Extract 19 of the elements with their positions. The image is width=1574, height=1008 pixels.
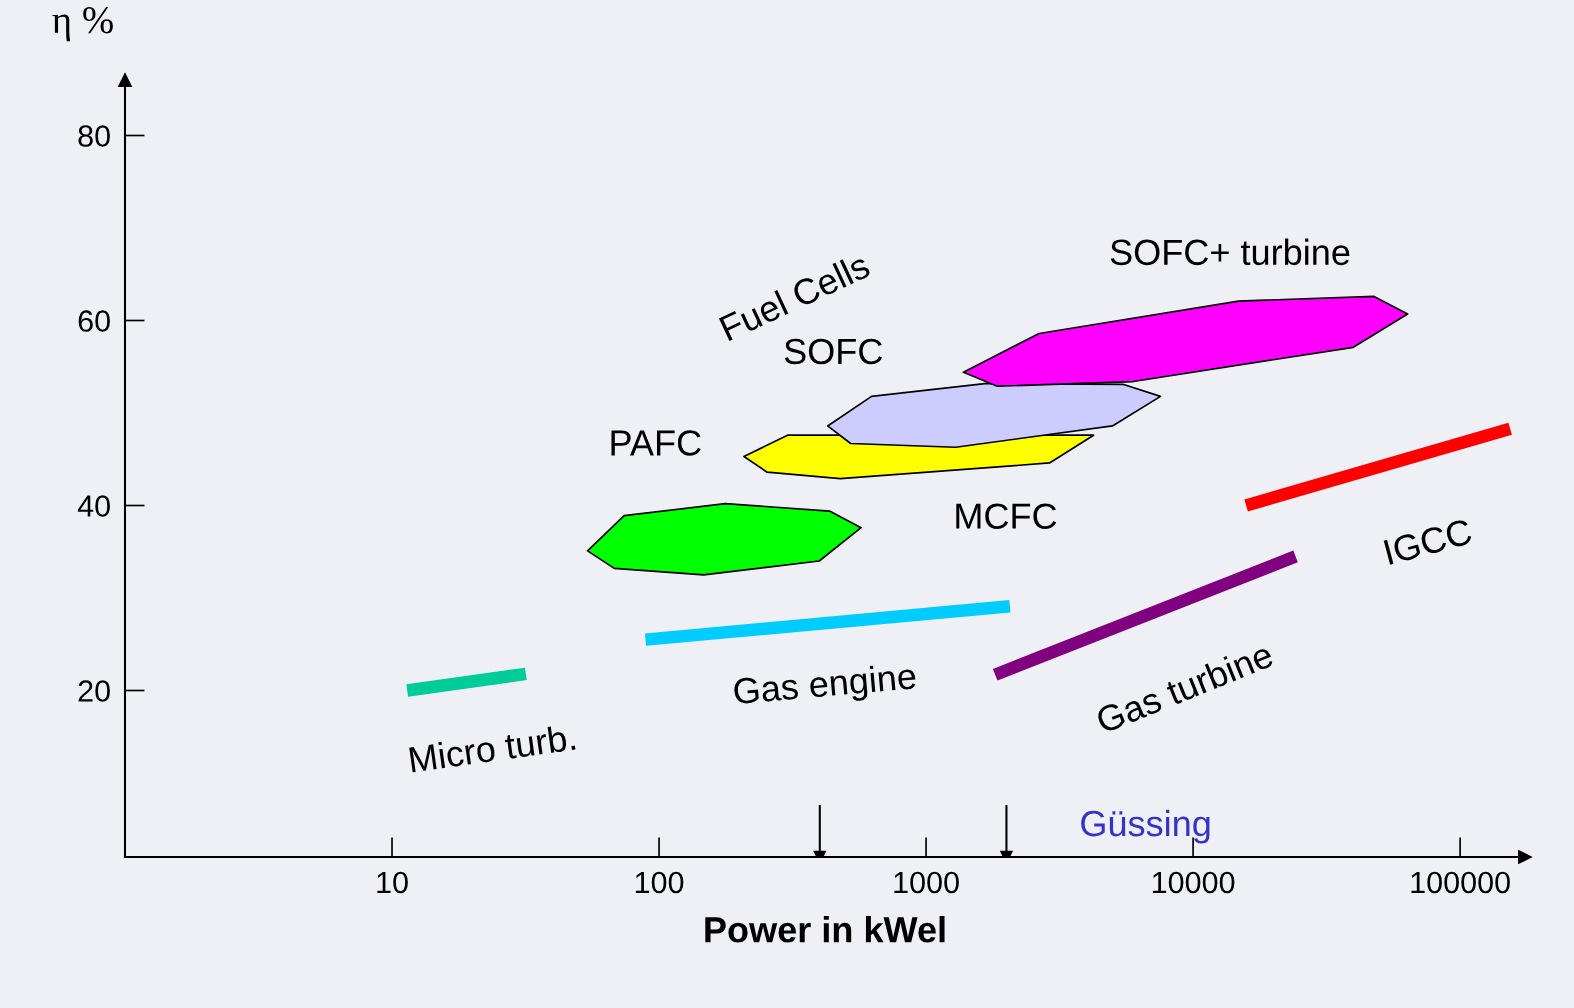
x-tick-label: 1000 bbox=[894, 871, 959, 894]
x-tick-label: 10000 bbox=[1152, 871, 1235, 894]
x-axis-title: Power in kWel bbox=[705, 916, 945, 943]
series-label: SOFC+ turbine bbox=[1110, 238, 1350, 266]
series-label: Gas engine bbox=[733, 662, 917, 712]
series-label: MCFC bbox=[956, 503, 1057, 529]
x-tick-label: 10 bbox=[377, 871, 408, 894]
y-axis-title: η % bbox=[52, 7, 113, 42]
series-label: PAFC bbox=[611, 430, 701, 456]
annotation: Güssing bbox=[1081, 809, 1210, 844]
y-tick-label: 60 bbox=[78, 310, 110, 332]
y-tick-label: 80 bbox=[78, 125, 110, 147]
x-tick-label: 100000 bbox=[1411, 871, 1510, 894]
text: Micro turb. bbox=[409, 723, 576, 773]
x-tick-label: 100 bbox=[635, 871, 684, 894]
y-tick-label: 40 bbox=[77, 495, 110, 517]
text: Gas turbine bbox=[1094, 640, 1275, 734]
y-tick-label: 20 bbox=[78, 680, 110, 702]
text: IGCC bbox=[1383, 518, 1473, 566]
